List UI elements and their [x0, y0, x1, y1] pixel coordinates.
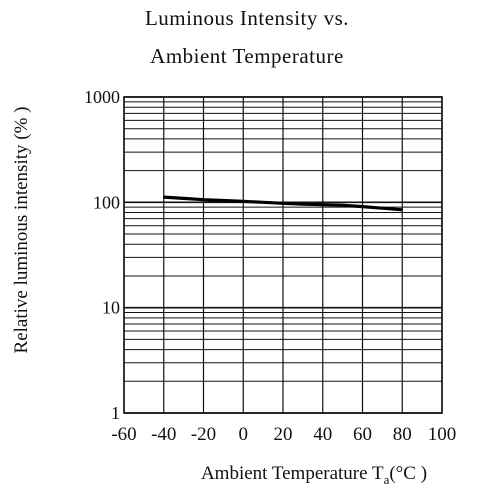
y-axis-label: Relative luminous intensity (% ) — [11, 107, 32, 354]
data-point — [381, 207, 384, 209]
data-point — [401, 208, 404, 211]
data-point — [361, 205, 364, 208]
chart-subtitle: Ambient Temperature — [150, 44, 344, 68]
x-tick-label: 20 — [274, 424, 293, 445]
chart-title: Luminous Intensity vs. — [144, 6, 350, 30]
data-point — [321, 203, 324, 206]
data-point — [202, 198, 205, 201]
x-axis-label-main: Ambient Temperature T — [201, 463, 384, 484]
plot-frame — [123, 96, 443, 414]
x-axis-label: Ambient Temperature Ta(°C ) — [201, 463, 427, 487]
x-tick-label: 100 — [428, 424, 457, 445]
x-tick-label: 80 — [393, 424, 412, 445]
data-point — [282, 202, 284, 205]
data-point — [302, 203, 304, 206]
data-point — [242, 200, 245, 203]
x-tick-label: -20 — [191, 424, 216, 445]
y-tick-label: 100 — [93, 192, 120, 212]
y-tick-label: 10 — [102, 298, 120, 318]
x-tick-label: 0 — [239, 424, 249, 445]
y-tick-label: 1 — [111, 403, 120, 423]
x-tick-label: 60 — [353, 424, 372, 445]
x-axis-label-unit: (°C ) — [389, 463, 427, 484]
data-point — [341, 204, 344, 206]
data-point — [262, 201, 264, 204]
data-point — [222, 199, 225, 202]
x-tick-label: 40 — [313, 424, 332, 445]
data-point — [162, 196, 165, 198]
x-tick-label: -60 — [111, 424, 136, 445]
y-tick-label: 1000 — [84, 87, 120, 107]
data-point — [182, 197, 185, 200]
x-tick-label: -40 — [151, 424, 176, 445]
x-axis-label-subscript: a — [384, 472, 390, 487]
